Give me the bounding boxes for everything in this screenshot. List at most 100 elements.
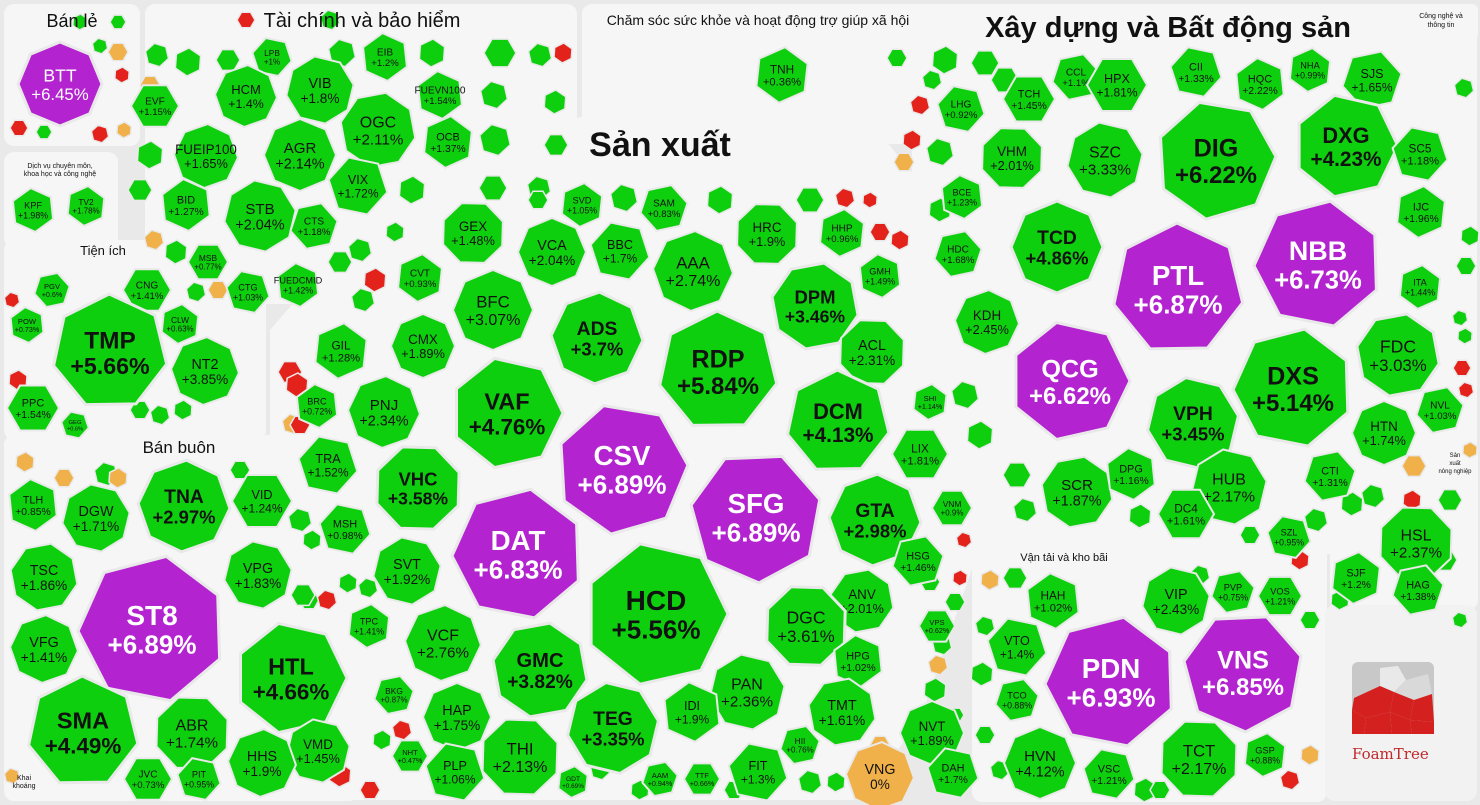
cell-dxs[interactable]: DXS+5.14% — [1231, 327, 1350, 448]
cell-msb[interactable]: MSB+0.77% — [186, 243, 230, 281]
cell-vto[interactable]: VTO+1.4% — [986, 617, 1048, 677]
cell-dcm[interactable]: DCM+4.13% — [785, 368, 891, 471]
cell-teg[interactable]: TEG+3.35% — [565, 680, 661, 776]
cell-acl[interactable]: ACL+2.31% — [839, 319, 905, 385]
cell-vca[interactable]: VCA+2.04% — [516, 216, 588, 288]
cell-stb[interactable]: STB+2.04% — [223, 179, 297, 253]
cell-fdc[interactable]: FDC+3.03% — [1355, 312, 1441, 398]
cell-sjf[interactable]: SJF+1.2% — [1331, 550, 1381, 606]
cell-hrc[interactable]: HRC+1.9% — [736, 203, 798, 265]
cell-fit[interactable]: FIT+1.3% — [727, 742, 789, 802]
cell-ita[interactable]: ITA+1.44% — [1398, 263, 1442, 311]
cell-pvp[interactable]: PVP+0.75% — [1210, 570, 1256, 614]
cell-vph[interactable]: VPH+3.45% — [1145, 375, 1241, 471]
cell-cmx[interactable]: CMX+1.89% — [389, 312, 457, 380]
cell-abr[interactable]: ABR+1.74% — [155, 696, 229, 770]
cell-aaa[interactable]: AAA+2.74% — [652, 230, 734, 312]
cell-gta[interactable]: GTA+2.98% — [827, 472, 923, 568]
cell-vmd[interactable]: VMD+1.45% — [285, 718, 351, 784]
cell-kdh[interactable]: KDH+2.45% — [953, 288, 1021, 356]
cell-lhg[interactable]: LHG+0.92% — [936, 85, 986, 133]
cell-eib[interactable]: EIB+1.2% — [362, 31, 408, 83]
cell-pgv[interactable]: PGV+0.6% — [33, 271, 71, 309]
cell-tra[interactable]: TRA+1.52% — [297, 435, 359, 495]
cell-geg[interactable]: GEG+0.6% — [60, 410, 90, 440]
cell-pit[interactable]: PIT+0.95% — [176, 757, 222, 801]
cell-aam[interactable]: AAM+0.94% — [641, 760, 679, 798]
cell-pow[interactable]: POW+0.73% — [9, 305, 45, 345]
cell-hpg[interactable]: HPG+1.02% — [833, 633, 883, 689]
cell-sc5[interactable]: SC5+1.18% — [1391, 126, 1449, 182]
cell-gmh[interactable]: GMH+1.49% — [858, 252, 902, 300]
cell-dpg[interactable]: DPG+1.16% — [1106, 446, 1156, 502]
cell-sjs[interactable]: SJS+1.65% — [1341, 50, 1403, 110]
cell-tnh[interactable]: TNH+0.36% — [755, 46, 809, 104]
cell-cts[interactable]: CTS+1.18% — [289, 202, 339, 250]
cell-clw[interactable]: CLW+0.63% — [160, 302, 200, 346]
cell-gex[interactable]: GEX+1.48% — [442, 202, 504, 264]
cell-ogc[interactable]: OGC+2.11% — [339, 91, 417, 169]
cell-vns[interactable]: VNS+6.85% — [1182, 615, 1303, 734]
cell-vhc[interactable]: VHC+3.58% — [375, 445, 461, 531]
cell-tpc[interactable]: TPC+1.41% — [347, 602, 391, 650]
cell-pnj[interactable]: PNJ+2.34% — [347, 375, 421, 449]
cell-hpx[interactable]: HPX+1.81% — [1085, 58, 1149, 112]
cell-htn[interactable]: HTN+1.74% — [1350, 399, 1418, 467]
cell-vsc[interactable]: VSC+1.21% — [1082, 748, 1136, 800]
cell-hhp[interactable]: HHP+0.96% — [819, 207, 865, 259]
cell-ttf[interactable]: TTF+0.66% — [682, 762, 722, 796]
cell-vhm[interactable]: VHM+2.01% — [981, 127, 1043, 189]
cell-hvn[interactable]: HVN+4.12% — [1002, 725, 1078, 801]
cell-vip[interactable]: VIP+2.43% — [1141, 566, 1211, 636]
cell-qcg[interactable]: QCG+6.62% — [1014, 320, 1132, 442]
cell-pdn[interactable]: PDN+6.93% — [1043, 615, 1173, 748]
cell-tv2[interactable]: TV2+1.78% — [66, 184, 106, 228]
cell-hsg[interactable]: HSG+1.46% — [891, 535, 945, 587]
cell-tsc[interactable]: TSC+1.86% — [9, 542, 79, 612]
cell-tmp[interactable]: TMP+5.66% — [51, 292, 169, 407]
cell-ppc[interactable]: PPC+1.54% — [5, 384, 61, 432]
cell-vix[interactable]: VIX+1.72% — [327, 156, 389, 216]
cell-nt2[interactable]: NT2+3.85% — [170, 336, 240, 406]
cell-fueip100[interactable]: FUEIP100+1.65% — [172, 122, 240, 190]
cell-nht[interactable]: NHT+0.47% — [390, 739, 430, 773]
cell-vfg[interactable]: VFG+1.41% — [9, 614, 79, 684]
cell-nha[interactable]: NHA+0.99% — [1288, 46, 1332, 94]
cell-ijc[interactable]: IJC+1.96% — [1396, 184, 1446, 240]
cell-dah[interactable]: DAH+1.7% — [926, 747, 980, 799]
cell-kpf[interactable]: KPF+1.98% — [11, 186, 55, 234]
cell-dgw[interactable]: DGW+1.71% — [61, 483, 131, 553]
cell-vpg[interactable]: VPG+1.83% — [223, 540, 293, 610]
cell-tna[interactable]: TNA+2.97% — [136, 458, 232, 554]
cell-sma[interactable]: SMA+4.49% — [26, 674, 140, 785]
cell-svd[interactable]: SVD+1.05% — [560, 181, 604, 229]
cell-tct[interactable]: TCT+2.17% — [1160, 720, 1238, 798]
cell-msh[interactable]: MSH+0.98% — [318, 503, 372, 555]
cell-tcd[interactable]: TCD+4.86% — [1009, 199, 1105, 295]
cell-lpb[interactable]: LPB+1% — [251, 36, 293, 78]
cell-hag[interactable]: HAG+1.38% — [1391, 564, 1445, 616]
cell-lix[interactable]: LIX+1.81% — [890, 428, 950, 480]
cell-hdc[interactable]: HDC+1.68% — [933, 230, 983, 278]
cell-bid[interactable]: BID+1.27% — [161, 177, 211, 233]
cell-hap[interactable]: HAP+1.75% — [421, 681, 493, 753]
cell-svt[interactable]: SVT+1.92% — [372, 536, 442, 606]
cell-tlh[interactable]: TLH+0.85% — [8, 477, 58, 533]
cell-cii[interactable]: CII+1.33% — [1169, 46, 1223, 98]
cell-dgc[interactable]: DGC+3.61% — [765, 585, 847, 667]
cell-vaf[interactable]: VAF+4.76% — [455, 356, 565, 470]
cell-bbc[interactable]: BBC+1.7% — [589, 221, 651, 281]
cell-vps[interactable]: VPS+0.62% — [917, 609, 957, 643]
cell-gmc[interactable]: GMC+3.82% — [491, 621, 589, 719]
cell-pan[interactable]: PAN+2.36% — [708, 653, 786, 731]
cell-csv[interactable]: CSV+6.89% — [559, 404, 690, 536]
cell-vid[interactable]: VID+1.24% — [230, 474, 294, 528]
cell-idi[interactable]: IDI+1.9% — [663, 681, 721, 743]
cell-nvl[interactable]: NVL+1.03% — [1415, 386, 1465, 434]
cell-dxg[interactable]: DXG+4.23% — [1297, 93, 1400, 199]
cell-rdp[interactable]: RDP+5.84% — [658, 309, 779, 427]
cell-gsp[interactable]: GSP+0.88% — [1243, 731, 1287, 779]
cell-dc4[interactable]: DC4+1.61% — [1156, 488, 1216, 540]
cell-nbb[interactable]: NBB+6.73% — [1252, 199, 1378, 328]
cell-tco[interactable]: TCO+0.88% — [994, 678, 1040, 722]
